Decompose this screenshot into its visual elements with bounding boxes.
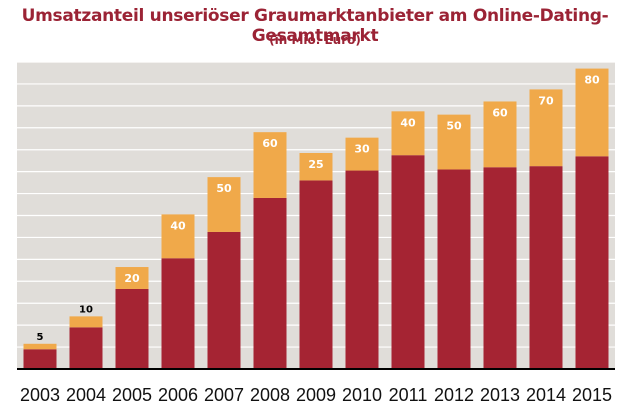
data-label-2013: 60 (492, 106, 508, 119)
x-tick-label-2007: 2007 (204, 385, 244, 405)
bar-top-2004 (69, 316, 103, 328)
data-label-2010: 30 (354, 143, 370, 156)
data-label-2005: 20 (124, 272, 140, 285)
data-label-2014: 70 (538, 94, 554, 107)
x-tick-label-2015: 2015 (572, 385, 612, 405)
bar-base-2003 (23, 349, 57, 369)
bar-base-2009 (299, 180, 333, 369)
data-label-2007: 50 (216, 182, 232, 195)
bar-base-2015 (575, 156, 609, 369)
bar-top-2008 (253, 132, 287, 198)
x-tick-label-2014: 2014 (526, 385, 566, 405)
x-tick-label-2013: 2013 (480, 385, 520, 405)
bar-top-2015 (575, 68, 609, 157)
bar-base-2011 (391, 155, 425, 369)
bar-base-2004 (69, 327, 103, 369)
bar-base-2014 (529, 166, 563, 369)
bar-top-2012 (437, 114, 471, 170)
bar-top-2003 (23, 343, 57, 350)
x-tick-label-2005: 2005 (112, 385, 152, 405)
x-tick-label-2010: 2010 (342, 385, 382, 405)
bar-top-2011 (391, 111, 425, 156)
bar-base-2007 (207, 231, 241, 369)
bar-top-2006 (161, 214, 195, 259)
bar-base-2013 (483, 167, 517, 369)
bar-top-2014 (529, 89, 563, 167)
data-label-2009: 25 (308, 158, 323, 171)
bar-base-2005 (115, 288, 149, 369)
data-label-2004: 10 (79, 304, 93, 315)
bar-base-2006 (161, 258, 195, 369)
bar-top-2013 (483, 101, 517, 168)
x-tick-label-2011: 2011 (389, 385, 428, 405)
data-label-2015: 80 (584, 74, 600, 87)
x-tick-label-2012: 2012 (434, 385, 474, 405)
bar-top-2005 (115, 267, 149, 289)
bar-top-2009 (299, 153, 333, 181)
chart-subtitle: (in Mio. Euro) (269, 33, 361, 47)
x-tick-label-2004: 2004 (66, 385, 106, 405)
data-label-2008: 60 (262, 137, 278, 150)
x-tick-label-2008: 2008 (250, 385, 290, 405)
bar-base-2010 (345, 170, 379, 369)
data-label-2006: 40 (170, 219, 186, 232)
x-tick-label-2009: 2009 (296, 385, 336, 405)
bar-top-2007 (207, 177, 241, 232)
chart-title: Umsatzanteil unseriöser Graumarktanbiete… (21, 6, 609, 46)
bar-top-2010 (345, 137, 379, 171)
data-label-2011: 40 (400, 116, 416, 129)
data-label-2003: 5 (37, 332, 44, 343)
x-tick-label-2006: 2006 (158, 385, 198, 405)
bar-base-2012 (437, 169, 471, 369)
data-label-2012: 50 (446, 120, 462, 133)
bar-base-2008 (253, 197, 287, 369)
x-tick-label-2003: 2003 (20, 385, 60, 405)
